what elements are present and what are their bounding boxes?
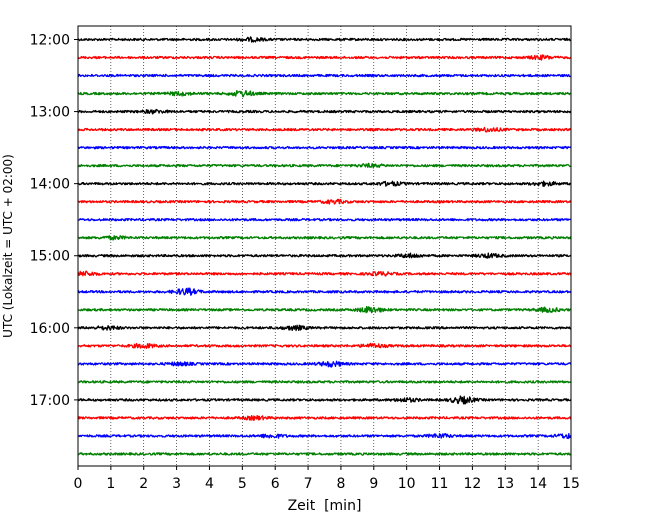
trace-line [77, 432, 572, 440]
y-tick-label: 17:00 [30, 393, 70, 409]
trace-line [77, 452, 572, 456]
y-axis-label: UTC (Lokalzeit = UTC + 02:00) [1, 154, 15, 338]
x-axis-label: Zeit [min] [288, 498, 362, 514]
y-tick-label: 16:00 [30, 321, 70, 337]
trace-line [77, 145, 572, 150]
trace-line [77, 235, 572, 241]
y-tick-label: 14:00 [30, 177, 70, 193]
trace-line [77, 252, 572, 259]
x-tick-label: 11 [431, 476, 449, 492]
trace-line [77, 270, 572, 277]
trace-line [77, 36, 572, 43]
x-tick-label: 4 [205, 476, 214, 492]
trace-line [77, 305, 572, 314]
x-tick-label: 12 [463, 476, 481, 492]
y-tick-label: 12:00 [30, 33, 70, 49]
trace-line [77, 162, 572, 169]
x-tick-label: 15 [562, 476, 580, 492]
trace-line [77, 380, 572, 384]
seismic-traces [77, 36, 572, 456]
y-tick-label: 13:00 [30, 105, 70, 121]
trace-line [77, 54, 572, 61]
trace-line [77, 395, 572, 405]
x-tick-label: 8 [336, 476, 345, 492]
trace-line [77, 324, 572, 332]
trace-line [77, 342, 572, 349]
x-tick-label: 1 [106, 476, 115, 492]
x-tick-label: 7 [304, 476, 313, 492]
trace-line [77, 73, 572, 78]
x-tick-label: 6 [271, 476, 280, 492]
y-tick-label: 15:00 [30, 249, 70, 265]
trace-line [77, 287, 572, 296]
x-tick-label: 10 [398, 476, 416, 492]
trace-line [77, 217, 572, 222]
y-axis-ticks: 12:00 13:00 14:00 15:00 16:00 17:00 [30, 33, 78, 409]
x-tick-label: 5 [238, 476, 247, 492]
plot-frame [77, 25, 572, 467]
x-axis-ticks: 0 1 2 3 4 5 6 7 8 9 10 11 12 13 14 15 [74, 466, 580, 492]
x-tick-label: 2 [139, 476, 148, 492]
x-tick-label: 3 [172, 476, 181, 492]
trace-line [77, 108, 572, 115]
x-tick-label: 13 [496, 476, 514, 492]
trace-line [77, 180, 572, 187]
x-tick-label: 9 [369, 476, 378, 492]
trace-line [77, 415, 572, 421]
trace-line [77, 126, 572, 133]
x-tick-label: 0 [74, 476, 83, 492]
trace-line [77, 198, 572, 205]
trace-line [77, 360, 572, 368]
grid-lines [110, 26, 539, 466]
trace-line [77, 89, 572, 98]
x-tick-label: 14 [529, 476, 547, 492]
